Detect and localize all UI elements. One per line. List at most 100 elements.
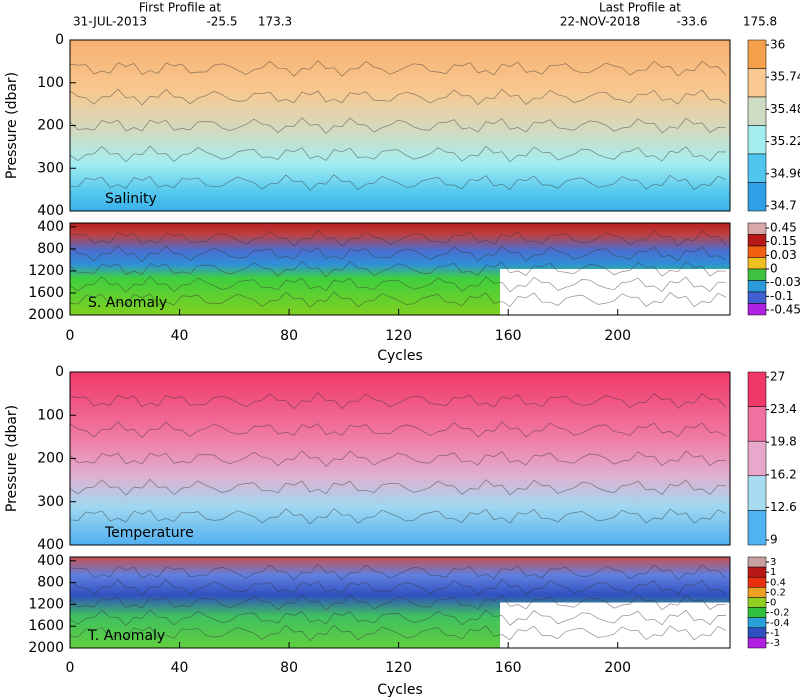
y-tick-label: 1600 — [28, 618, 64, 634]
colorbar-label: 0.2 — [770, 587, 786, 598]
colorbar-swatch — [747, 576, 767, 588]
colorbar-label: 1 — [770, 567, 776, 578]
colorbar-label: -3 — [770, 638, 780, 649]
contour-line — [69, 478, 727, 496]
panel-label: T. Anomaly — [87, 628, 165, 644]
y-tick-label: 1200 — [28, 263, 64, 279]
contour-line — [69, 174, 727, 191]
y-tick-label: 2000 — [28, 307, 64, 323]
colorbar-label: -0.2 — [770, 608, 790, 619]
colorbar-swatch — [747, 617, 767, 629]
colorbar-swatch — [747, 257, 767, 270]
panel-frame — [69, 556, 731, 649]
colorbar-swatch — [747, 587, 767, 598]
colorbar-label: -1 — [770, 628, 780, 639]
colorbar-swatch — [747, 627, 767, 639]
y-axis-label: Pressure (dbar) — [4, 405, 20, 512]
colorbar-swatch — [747, 566, 767, 578]
colorbar-swatch — [747, 406, 767, 442]
panel-label: Salinity — [105, 191, 157, 207]
colorbar-swatch — [747, 637, 767, 649]
colorbar-label: 0.45 — [770, 221, 797, 235]
colorbar-swatch — [747, 303, 767, 316]
contour-line — [69, 229, 727, 247]
last-lon: 175.8 — [743, 15, 777, 29]
y-tick-label: 800 — [37, 241, 64, 257]
contour-line — [69, 563, 727, 581]
y-tick-label: 400 — [37, 553, 64, 569]
y-tick-label: 400 — [37, 203, 64, 219]
x-tick-label: 200 — [604, 328, 631, 344]
colorbar-label: 35.22 — [770, 134, 800, 148]
colorbar-swatch — [747, 291, 767, 304]
y-tick-label: 0 — [55, 32, 64, 48]
colorbar-label: 19.8 — [770, 435, 797, 449]
x-tick-label: 80 — [280, 660, 298, 676]
y-tick-label: 100 — [37, 75, 64, 91]
colorbar-label: -0.45 — [770, 303, 800, 317]
first-title: First Profile at — [139, 1, 222, 15]
y-tick-label: 400 — [37, 537, 64, 553]
colorbar-swatch — [747, 556, 767, 568]
x-axis-label: Cycles — [377, 348, 423, 364]
x-tick-label: 120 — [385, 660, 412, 676]
colorbar-label: 16.2 — [770, 467, 797, 481]
y-tick-label: 200 — [37, 451, 64, 467]
y-axis-label: Pressure (dbar) — [4, 72, 20, 179]
contour-line — [69, 145, 727, 163]
last-title: Last Profile at — [599, 1, 681, 15]
contour-line — [69, 609, 727, 627]
contour-line — [69, 260, 727, 278]
colorbar-label: 35.48 — [770, 102, 800, 116]
y-tick-label: 300 — [37, 494, 64, 510]
colorbar-label: 0.15 — [770, 234, 797, 248]
colorbar-swatch — [747, 510, 767, 546]
colorbar-swatch — [747, 153, 767, 183]
colorbar-label: 0 — [770, 262, 778, 276]
x-tick-label: 120 — [385, 328, 412, 344]
colorbar-label: -0.4 — [770, 618, 790, 629]
x-axis-label: Cycles — [377, 682, 423, 698]
section-field — [70, 372, 730, 545]
x-tick-label: 0 — [66, 660, 75, 676]
colorbar-label: 3 — [770, 557, 776, 568]
last-date: 22-NOV-2018 — [560, 15, 640, 29]
x-tick-label: 160 — [495, 328, 522, 344]
contour-line — [69, 578, 727, 596]
contour-line — [69, 291, 727, 309]
first-lon: 173.3 — [258, 15, 292, 29]
x-tick-label: 80 — [280, 328, 298, 344]
y-tick-label: 2000 — [28, 640, 64, 656]
y-tick-label: 400 — [37, 219, 64, 235]
colorbar-label: 0.03 — [770, 248, 797, 262]
colorbar-swatch — [747, 245, 767, 258]
panel-label: Temperature — [104, 525, 194, 541]
colorbar-swatch — [747, 68, 767, 98]
last-lat: -33.6 — [676, 15, 707, 29]
panel-frame — [69, 222, 731, 316]
colorbar-label: 12.6 — [770, 500, 797, 514]
colorbar-swatch — [747, 125, 767, 155]
contour-line — [69, 117, 727, 134]
contour-line — [69, 421, 727, 439]
y-tick-label: 0 — [55, 364, 64, 380]
contour-line — [69, 508, 727, 525]
contour-line — [69, 594, 727, 611]
y-tick-label: 800 — [37, 575, 64, 591]
first-date: 31-JUL-2013 — [73, 15, 147, 29]
colorbar-label: 36 — [770, 38, 785, 52]
colorbar-swatch — [747, 280, 767, 293]
colorbar-label: 9 — [770, 533, 778, 547]
colorbar-swatch — [747, 182, 767, 212]
colorbar-swatch — [747, 234, 767, 247]
colorbar-label: 0.4 — [770, 577, 786, 588]
colorbar-label: 23.4 — [770, 402, 797, 416]
x-tick-label: 40 — [171, 328, 189, 344]
colorbar-label: 0 — [770, 598, 776, 609]
colorbar-swatch — [747, 607, 767, 618]
contour-line — [69, 275, 727, 293]
section-field — [70, 40, 730, 211]
colorbar-label: 35.74 — [770, 70, 800, 84]
colorbar-swatch — [747, 440, 767, 477]
